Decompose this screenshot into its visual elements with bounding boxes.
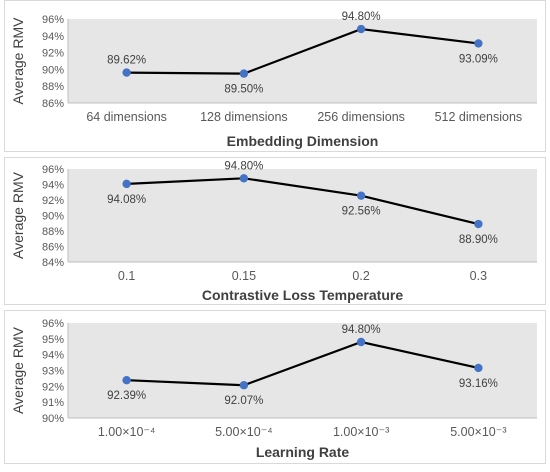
y-tick-label: 91% xyxy=(42,397,64,409)
y-tick-label: 94% xyxy=(42,180,64,192)
x-axis-title: Learning Rate xyxy=(256,444,350,460)
x-tick-label: 5.00×10⁻³ xyxy=(450,425,506,439)
x-tick-label: 0.2 xyxy=(352,269,369,283)
y-tick-label: 96% xyxy=(42,14,64,26)
data-label: 94.80% xyxy=(224,160,263,172)
plot-area xyxy=(68,19,537,103)
data-label: 93.16% xyxy=(459,378,498,390)
y-tick-label: 95% xyxy=(42,334,64,346)
chart-panel-1: 86% 88% 90% 92% 94% 96% 64 dimensions 128 dimen… xyxy=(4,0,546,152)
series-line xyxy=(126,340,479,387)
data-point xyxy=(239,381,249,390)
x-tick-label: 5.00×10⁻⁴ xyxy=(215,425,273,439)
x-tick-label: 256 dimensions xyxy=(317,110,405,124)
x-axis-title: Contrastive Loss Temperature xyxy=(202,287,403,303)
x-axis-title: Embedding Dimension xyxy=(227,133,379,149)
data-label: 94.80% xyxy=(342,11,381,23)
data-point xyxy=(474,219,483,229)
y-tick-label: 93% xyxy=(42,366,64,378)
data-label: 94.08% xyxy=(107,194,146,206)
data-point xyxy=(356,191,366,200)
x-tick-label: 128 dimensions xyxy=(200,110,288,124)
data-label: 92.39% xyxy=(107,390,146,402)
data-point xyxy=(474,363,483,373)
x-tick-label: 0.15 xyxy=(232,269,256,283)
y-tick-label: 88% xyxy=(42,226,64,238)
data-point xyxy=(122,68,131,77)
y-axis-title: Average RMV xyxy=(10,326,26,414)
data-point xyxy=(356,337,366,347)
y-axis-title: Average RMV xyxy=(10,17,26,105)
chart-panel-3: 90% 91% 92% 93% 94% 95% 96% 1.00×10⁻⁴ 5.00×10⁻⁴ 1… xyxy=(4,310,546,464)
x-tick-label: 512 dimensions xyxy=(435,110,523,124)
plot-area xyxy=(68,323,537,418)
y-tick-label: 96% xyxy=(42,164,64,176)
y-tick-label: 90% xyxy=(42,413,64,425)
data-point xyxy=(239,174,249,183)
data-point xyxy=(122,179,131,189)
y-tick-label: 90% xyxy=(42,64,64,76)
y-tick-label: 86% xyxy=(42,98,64,110)
x-tick-label: 1.00×10⁻³ xyxy=(333,425,389,439)
data-point xyxy=(356,24,366,34)
y-tick-label: 84% xyxy=(42,257,64,269)
data-label: 93.09% xyxy=(459,53,498,65)
series-line xyxy=(126,177,479,226)
y-tick-label: 96% xyxy=(42,318,64,330)
y-tick-label: 92% xyxy=(42,48,64,60)
y-tick-label: 94% xyxy=(42,31,64,43)
data-point xyxy=(239,69,249,78)
y-tick-label: 90% xyxy=(42,211,64,223)
y-tick-label: 92% xyxy=(42,195,64,207)
x-tick-label: 0.3 xyxy=(470,269,487,283)
y-tick-label: 92% xyxy=(42,381,64,393)
y-axis-title: Average RMV xyxy=(10,171,26,259)
y-tick-label: 94% xyxy=(42,350,64,362)
data-point xyxy=(474,39,483,48)
y-tick-label: 86% xyxy=(42,242,64,254)
data-label: 92.56% xyxy=(342,206,381,218)
series-line xyxy=(126,27,479,75)
y-tick-label: 88% xyxy=(42,81,64,93)
data-label: 92.07% xyxy=(224,395,263,407)
data-point xyxy=(122,375,131,385)
plot-area xyxy=(68,169,537,262)
chart-panel-2: 84% 86% 88% 90% 92% 94% 96% 0.1 0.15 0.2 0.3 94.08%… xyxy=(4,157,546,305)
x-tick-label: 64 dimensions xyxy=(86,110,167,124)
data-label: 89.62% xyxy=(107,55,146,67)
data-label: 88.90% xyxy=(459,234,498,246)
data-label: 89.50% xyxy=(224,84,263,96)
data-label: 94.80% xyxy=(342,324,381,336)
x-tick-label: 1.00×10⁻⁴ xyxy=(98,425,156,439)
x-tick-label: 0.1 xyxy=(118,269,135,283)
